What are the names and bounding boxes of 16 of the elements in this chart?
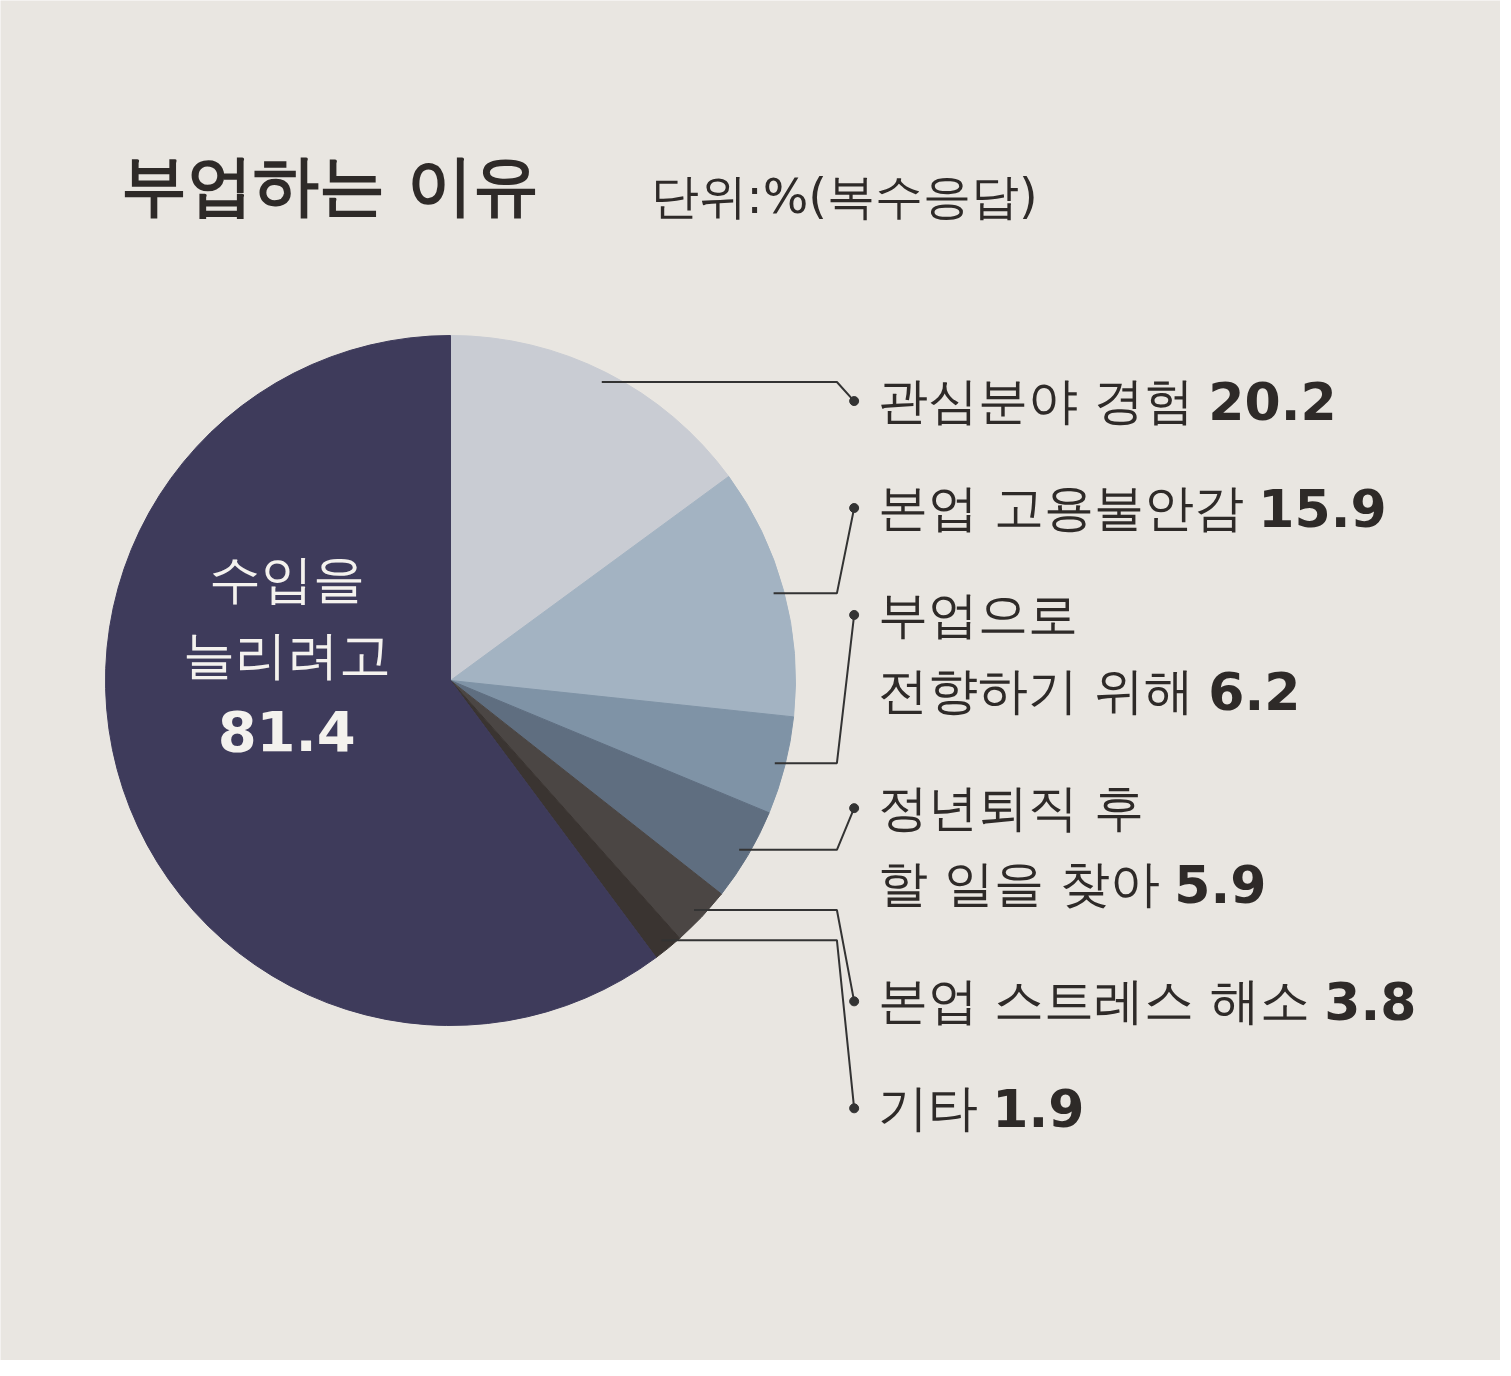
slice-label: 관심분야 경험 — [878, 372, 1195, 431]
chart-title: 부업하는 이유 — [120, 147, 540, 224]
data-label: 81.4 — [217, 699, 356, 765]
slice-label: 수입을 늘리려고 — [182, 549, 391, 686]
slice-label: 부업으로 전향하기 위해 — [878, 585, 1195, 720]
slice-label: 본업 고용불안감 — [878, 479, 1245, 537]
data-label: 1.9 — [992, 1079, 1085, 1140]
slice-label: 본업 스트레스 해소 — [878, 972, 1311, 1031]
data-label: 6.2 — [1208, 661, 1301, 722]
data-label: 15.9 — [1258, 479, 1387, 539]
data-label: 5.9 — [1174, 855, 1267, 916]
chart-subtitle: 단위:%(복수응답) — [650, 167, 1038, 224]
data-label: 20.2 — [1208, 372, 1337, 433]
slice-label: 정년퇴직 후 할 일을 찾아 — [878, 779, 1161, 914]
data-label: 3.8 — [1324, 972, 1417, 1033]
legend-label: 기타 — [878, 1079, 979, 1138]
